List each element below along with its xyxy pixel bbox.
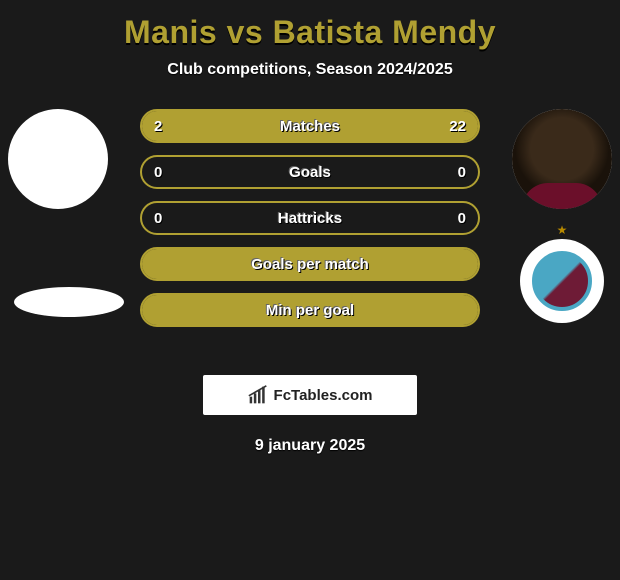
page-title: Manis vs Batista Mendy — [0, 0, 620, 51]
comparison-rows: 222Matches 00Goals 00Hattricks Goals per ma… — [140, 109, 480, 339]
stat-label: Matches — [142, 118, 478, 135]
brand-badge: FcTables.com — [203, 375, 417, 415]
page-subtitle: Club competitions, Season 2024/2025 — [0, 61, 620, 79]
stat-row: 222Matches — [140, 109, 480, 143]
comparison-stage: ★ 222Matches 00Goals 00Hattricks Goals per … — [0, 109, 620, 369]
brand-text: FcTables.com — [274, 387, 373, 404]
barchart-icon — [248, 385, 268, 405]
player-right-avatar — [512, 109, 612, 209]
jersey-icon — [522, 183, 602, 209]
snapshot-date: 9 january 2025 — [0, 437, 620, 455]
star-icon: ★ — [557, 223, 568, 237]
stat-label: Goals per match — [142, 256, 478, 273]
stat-label: Hattricks — [142, 210, 478, 227]
stat-row: Goals per match — [140, 247, 480, 281]
stat-row: Min per goal — [140, 293, 480, 327]
club-left-placeholder — [14, 287, 124, 317]
club-right-swirl — [532, 251, 592, 311]
player-left-avatar — [8, 109, 108, 209]
stat-label: Min per goal — [142, 302, 478, 319]
club-right-logo: ★ — [520, 239, 604, 323]
stat-row: 00Goals — [140, 155, 480, 189]
stat-row: 00Hattricks — [140, 201, 480, 235]
stat-label: Goals — [142, 164, 478, 181]
